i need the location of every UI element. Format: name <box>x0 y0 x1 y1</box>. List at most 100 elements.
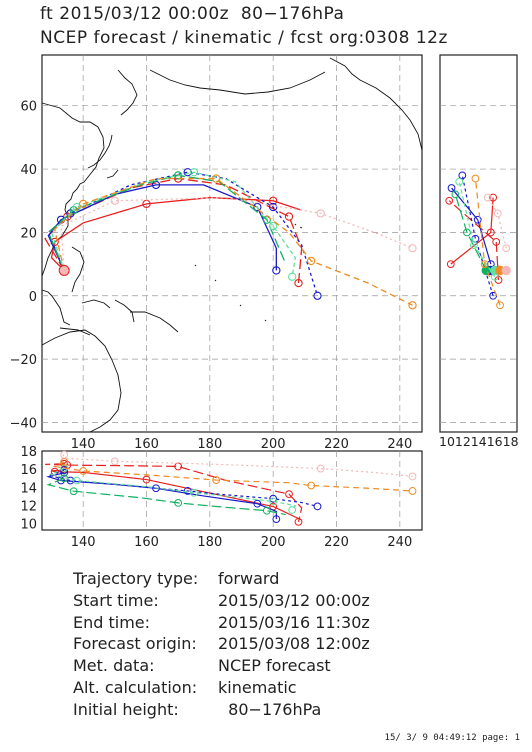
trajectory-line <box>47 171 319 296</box>
side-trajectory-line <box>454 194 487 271</box>
bottom-marker <box>285 490 293 499</box>
bottom-marker <box>272 515 281 524</box>
lat-tick-label: 60 <box>20 100 37 115</box>
lat-tick-label: 20 <box>20 226 37 241</box>
info-value: forward <box>218 569 280 588</box>
bottom-marker <box>60 468 69 477</box>
bottom-marker <box>253 499 262 508</box>
side-marker <box>455 177 464 186</box>
bottom-marker <box>69 487 78 496</box>
map-title-line2: NCEP forecast / kinematic / fcst org:030… <box>40 28 448 48</box>
bottom-panel-grid <box>82 451 401 530</box>
info-row-height: Initial height: 80−176hPa <box>73 699 370 721</box>
bottom-marker <box>262 506 271 515</box>
side-panel-grid <box>440 105 517 423</box>
bottom-marker <box>110 457 119 466</box>
side-marker <box>469 241 478 249</box>
lon-tick-label: 160 <box>134 437 159 452</box>
bottom-marker <box>72 476 81 485</box>
info-label: Met. data: <box>73 656 155 676</box>
trajectory-line <box>47 174 287 271</box>
height-tick-label: 18 <box>20 445 37 460</box>
lon-tick-label: 220 <box>324 535 349 550</box>
bottom-marker <box>212 476 221 484</box>
main-trajectories <box>44 168 417 310</box>
info-value: 2015/03/12 00:00z <box>218 590 370 610</box>
trajectory-marker <box>110 196 119 205</box>
main-map-grid <box>42 55 422 432</box>
trajectory-marker <box>72 202 81 212</box>
trajectory-line <box>60 196 413 271</box>
side-marker <box>480 260 489 268</box>
trajectory-marker <box>284 212 294 221</box>
bottom-marker <box>294 517 303 526</box>
bottom-trajectories <box>45 450 417 526</box>
side-marker <box>447 184 456 192</box>
side-marker <box>486 228 495 237</box>
trajectory-marker <box>212 174 221 183</box>
bottom-marker <box>269 497 278 506</box>
bottom-marker <box>79 467 88 475</box>
lon-tick-label: 160 <box>134 535 159 550</box>
side-trajectory-line <box>451 187 492 265</box>
trajectory-marker <box>288 272 297 281</box>
bottom-marker <box>269 494 278 503</box>
side-trajectory-line <box>448 200 500 280</box>
trajectory-marker <box>174 171 183 180</box>
info-label: Alt. calculation: <box>73 677 198 697</box>
trajectory-line <box>53 177 413 306</box>
bottom-panel-ticks: 140 160 180 200 220 240 18 16 14 12 10 <box>20 445 412 550</box>
lat-tick-label: 40 <box>20 163 37 178</box>
bottom-marker <box>142 475 151 484</box>
side-trajectory-line <box>487 197 507 249</box>
side-trajectory-line <box>458 181 496 278</box>
side-trajectory-line <box>450 197 494 265</box>
lon-tick-label: 200 <box>261 437 286 452</box>
side-marker <box>451 190 460 199</box>
side-x-tick-labels: 1012141618 <box>439 434 519 449</box>
trajectory-marker <box>189 168 199 177</box>
map-title-line1: ft 2015/03/12 00:00z 80−176hPa <box>40 4 345 24</box>
coastline <box>41 57 423 433</box>
bottom-marker <box>288 506 297 514</box>
bottom-trajectory-line <box>46 477 286 516</box>
trajectory-marker <box>183 168 192 177</box>
side-marker <box>473 215 482 224</box>
lon-tick-label: 180 <box>197 437 222 452</box>
lon-tick-label: 200 <box>261 535 286 550</box>
side-marker <box>471 174 480 183</box>
trajectory-marker <box>408 244 417 253</box>
bottom-marker <box>313 502 322 511</box>
trajectory-marker <box>294 278 303 288</box>
main-map-frame <box>41 54 423 433</box>
height-tick-label: 14 <box>20 481 37 496</box>
trajectory-marker <box>316 209 325 218</box>
info-row-start: Start time: 2015/03/12 00:00z <box>73 590 370 612</box>
lon-tick-label: 240 <box>387 437 412 452</box>
height-tick-label: 16 <box>20 463 37 478</box>
height-tick-label: 12 <box>20 499 37 514</box>
trajectory-marker <box>272 266 281 275</box>
lon-tick-label: 240 <box>387 535 412 550</box>
bottom-trajectory-line <box>51 469 302 521</box>
info-row-met: Met. data: NCEP forecast <box>73 655 370 677</box>
bottom-marker <box>190 488 198 497</box>
side-marker <box>502 244 511 253</box>
start-point <box>501 265 511 276</box>
lon-tick-label: 140 <box>71 437 96 452</box>
side-marker <box>489 193 498 202</box>
lat-tick-label: −20 <box>10 353 37 368</box>
side-marker <box>492 238 501 246</box>
side-marker <box>458 171 467 180</box>
info-row-type: Trajectory type: forward <box>73 568 370 590</box>
bottom-panel-frame <box>41 450 423 531</box>
side-marker <box>496 301 504 310</box>
info-row-origin: Forecast origin: 2015/03/08 12:00z <box>73 633 370 655</box>
info-value: 2015/03/16 11:30z <box>218 612 370 632</box>
bottom-marker <box>408 472 417 481</box>
trajectory-line <box>50 196 302 271</box>
start-point <box>58 264 70 276</box>
bottom-trajectory-line <box>52 461 413 492</box>
